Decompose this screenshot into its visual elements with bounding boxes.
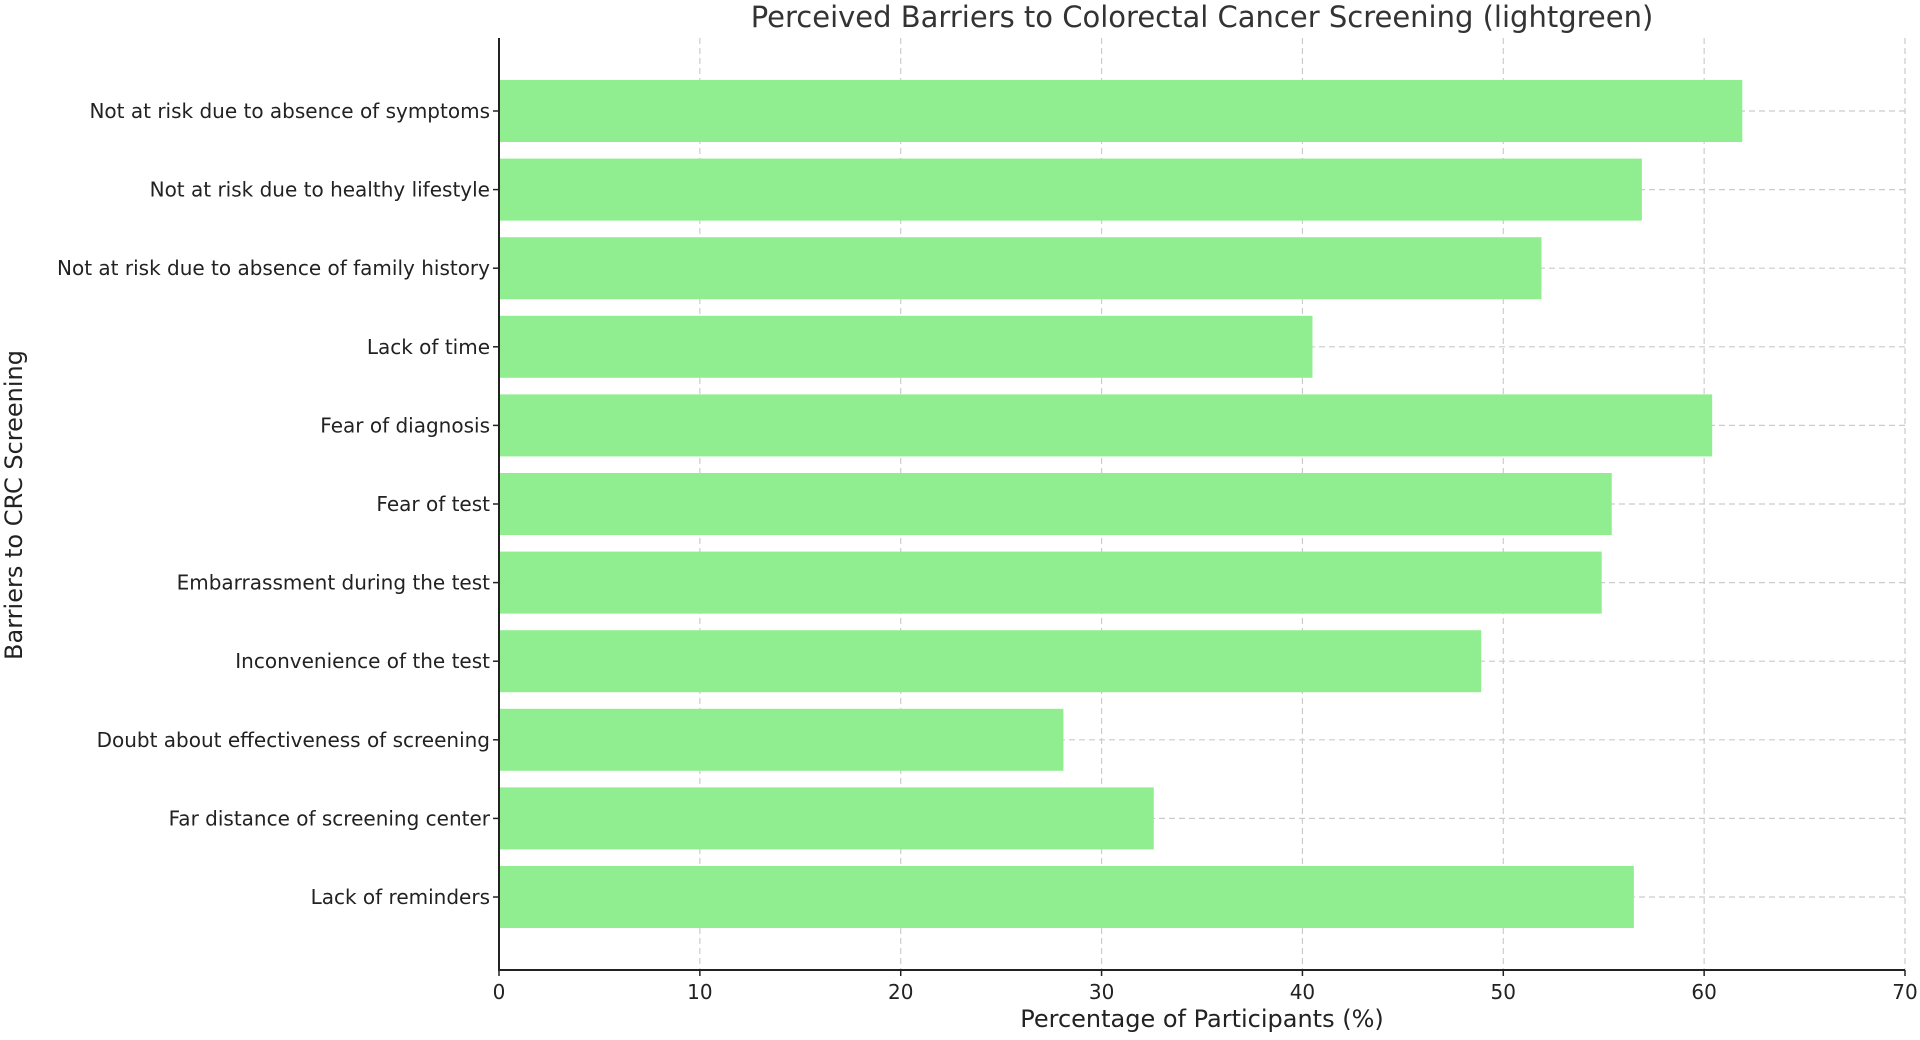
category-label: Lack of reminders — [311, 885, 490, 909]
x-tick-label: 50 — [1491, 980, 1516, 1004]
category-label: Not at risk due to healthy lifestyle — [150, 178, 490, 202]
x-tick-label: 60 — [1691, 980, 1716, 1004]
x-axis-label: Percentage of Participants (%) — [1020, 1005, 1384, 1033]
category-label: Not at risk due to absence of family his… — [57, 256, 490, 280]
x-tick-label: 0 — [493, 980, 506, 1004]
bar — [499, 787, 1154, 850]
x-tick-label: 10 — [687, 980, 712, 1004]
bar — [499, 315, 1313, 378]
category-label: Embarrassment during the test — [177, 571, 491, 595]
bar — [499, 80, 1743, 142]
bar — [499, 866, 1634, 928]
category-label: Not at risk due to absence of symptoms — [89, 99, 490, 123]
bar — [499, 473, 1612, 535]
category-label: Doubt about effectiveness of screening — [97, 728, 490, 752]
bars — [499, 80, 1743, 928]
y-axis-label: Barriers to CRC Screening — [0, 350, 28, 660]
bar — [499, 158, 1642, 221]
category-label: Lack of time — [367, 335, 490, 359]
bar — [499, 551, 1602, 614]
category-label: Far distance of screening center — [169, 806, 491, 830]
bar — [499, 708, 1064, 771]
category-label: Fear of diagnosis — [320, 413, 490, 437]
bar — [499, 237, 1542, 300]
x-tick-labels: 0 10 20 30 40 50 60 70 — [493, 970, 1918, 1004]
x-tick-label: 30 — [1089, 980, 1114, 1004]
bar — [499, 630, 1482, 693]
x-tick-label: 70 — [1892, 980, 1917, 1004]
chart-title: Perceived Barriers to Colorectal Cancer … — [751, 0, 1654, 34]
category-label: Inconvenience of the test — [235, 649, 490, 673]
x-tick-label: 20 — [888, 980, 913, 1004]
bar — [499, 394, 1713, 457]
category-labels: Not at risk due to absence of symptoms No… — [57, 99, 499, 909]
x-tick-label: 40 — [1290, 980, 1315, 1004]
category-label: Fear of test — [376, 492, 490, 516]
